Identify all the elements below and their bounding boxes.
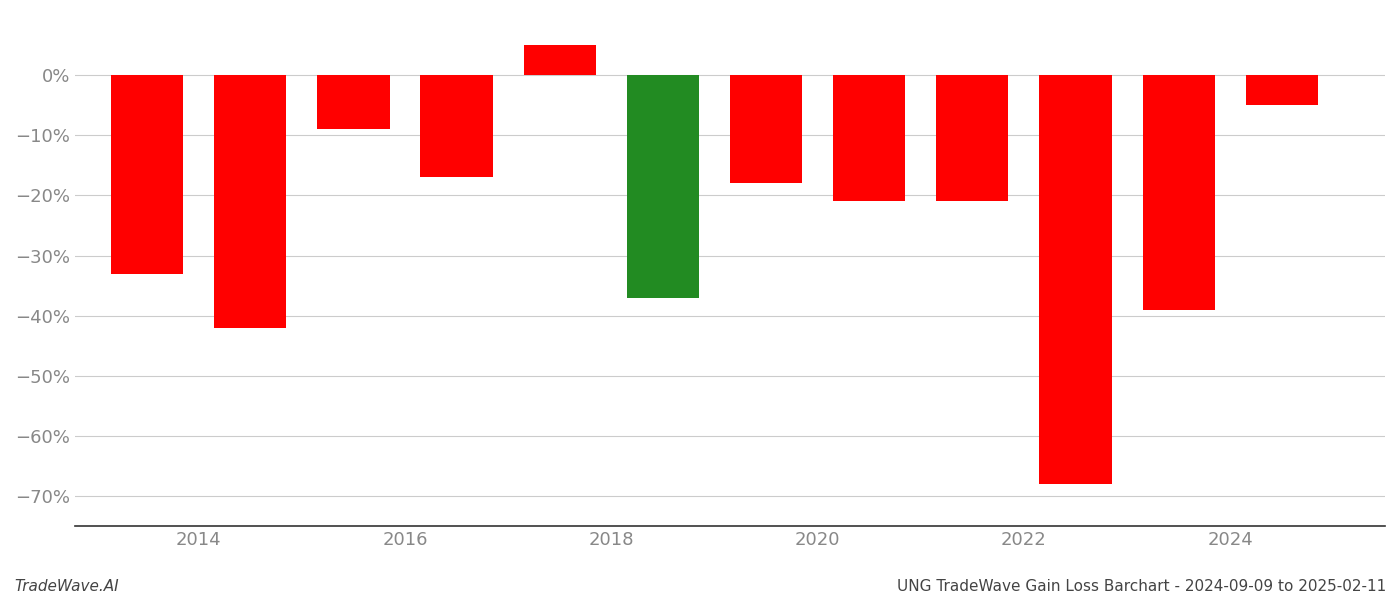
Bar	[318, 75, 389, 129]
Text: UNG TradeWave Gain Loss Barchart - 2024-09-09 to 2025-02-11: UNG TradeWave Gain Loss Barchart - 2024-…	[897, 579, 1386, 594]
Bar	[524, 45, 596, 75]
Bar	[1142, 75, 1215, 310]
Bar	[937, 75, 1008, 202]
Bar	[111, 75, 183, 274]
Bar	[833, 75, 906, 202]
Bar	[420, 75, 493, 178]
Bar	[627, 75, 699, 298]
Bar	[729, 75, 802, 184]
Bar	[1039, 75, 1112, 484]
Text: TradeWave.AI: TradeWave.AI	[14, 579, 119, 594]
Bar	[214, 75, 287, 328]
Bar	[1246, 75, 1317, 105]
